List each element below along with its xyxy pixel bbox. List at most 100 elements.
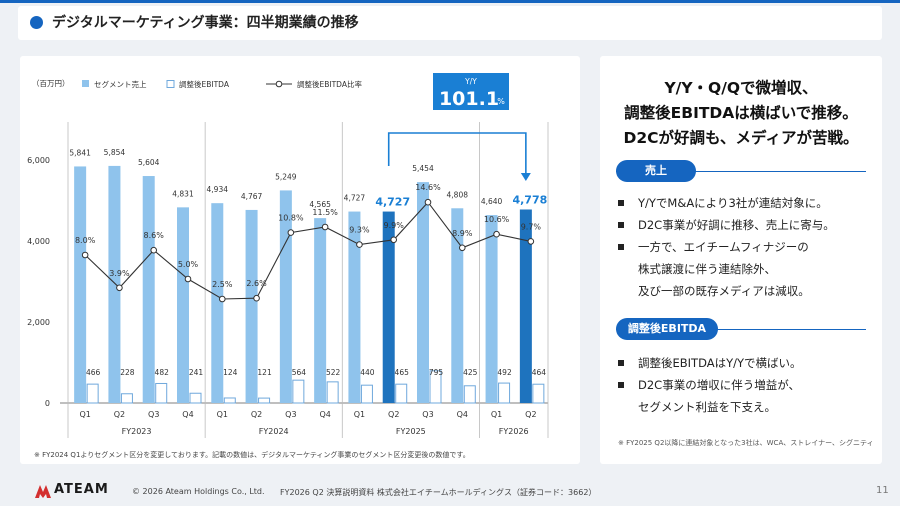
copyright: © 2026 Ateam Holdings Co., Ltd. xyxy=(132,487,265,496)
legend-swatch-sales xyxy=(82,80,89,87)
ratio-label: 8.0% xyxy=(75,236,96,245)
ebitda-bar xyxy=(258,397,271,404)
page-number: 11 xyxy=(876,485,889,496)
y-tick-label: 0 xyxy=(45,399,50,408)
ebitda-value-label: 464 xyxy=(532,368,547,377)
list-item: D2C事業の増収に伴う増益が、 xyxy=(616,374,802,396)
sales-bar xyxy=(348,211,361,403)
fy-label: FY2023 xyxy=(122,427,152,436)
quarter-label: Q4 xyxy=(457,410,468,419)
sales-bar xyxy=(417,182,429,403)
quarter-label: Q4 xyxy=(319,410,330,419)
ratio-point xyxy=(218,295,226,303)
ebitda-bar xyxy=(498,382,511,404)
list-item: D2C事業が好調に推移、売上に寄与。 xyxy=(616,214,835,236)
ebitda-value-label: 466 xyxy=(86,368,101,377)
legend-label-ratio: 調整後EBITDA比率 xyxy=(297,79,362,89)
ratio-point xyxy=(116,284,123,292)
ebitda-bar xyxy=(292,379,305,404)
ratio-point xyxy=(184,275,192,283)
quarter-label: Q3 xyxy=(148,410,159,419)
y-tick-label: 4,000 xyxy=(27,237,50,246)
ebitda-value-label: 465 xyxy=(395,368,410,377)
top-accent-bar xyxy=(0,0,900,3)
quarter-label: Q3 xyxy=(422,410,433,419)
quarter-label: Q2 xyxy=(525,410,536,419)
ebitda-bar xyxy=(223,397,236,404)
ebitda-bar xyxy=(395,383,408,404)
page-header: デジタルマーケティング事業：四半期業績の推移 xyxy=(18,6,882,40)
title-bullet-icon xyxy=(30,16,43,29)
ebitda-value-label: 482 xyxy=(155,368,170,377)
legend-marker-ratio xyxy=(275,80,283,88)
sales-value-label: 4,831 xyxy=(172,189,194,198)
quarter-label: Q3 xyxy=(285,410,296,419)
ebitda-bar xyxy=(120,393,133,404)
ratio-label: 5.0% xyxy=(178,260,199,269)
sales-value-label: 4,934 xyxy=(207,185,229,194)
sales-bar xyxy=(279,190,292,403)
yoy-callout-unit: % xyxy=(497,97,505,106)
sales-value-label: 4,565 xyxy=(309,200,331,209)
y-tick-label: 6,000 xyxy=(27,156,50,165)
list-item: Y/YでM&Aにより3社が連結対象に。 xyxy=(616,192,835,214)
ratio-point xyxy=(458,244,466,252)
summary-headline: Y/Y・Q/Qで微増収、 調整後EBITDAは横ばいで推移。 D2Cが好調も、メ… xyxy=(608,76,874,151)
ebitda-value-label: 440 xyxy=(360,368,375,377)
sales-tag: 売上 xyxy=(616,160,696,182)
sales-bar xyxy=(451,208,464,403)
sales-bullets: Y/YでM&Aにより3社が連結対象に。 D2C事業が好調に推移、売上に寄与。 一… xyxy=(616,192,835,302)
y-tick-label: 2,000 xyxy=(27,318,50,327)
sales-bar xyxy=(382,211,395,403)
list-item: 調整後EBITDAはY/Yで横ばい。 xyxy=(616,352,802,374)
ebitda-value-label: 121 xyxy=(257,368,272,377)
sales-value-label: 4,778 xyxy=(512,193,547,206)
ebitda-bar xyxy=(86,383,99,404)
ebitda-value-label: 228 xyxy=(120,368,135,377)
headline-line: 調整後EBITDAは横ばいで推移。 xyxy=(624,104,858,122)
ebitda-bar xyxy=(463,385,476,404)
quarter-label: Q2 xyxy=(251,410,262,419)
quarter-label: Q2 xyxy=(114,410,125,419)
legend-label-sales: セグメント売上 xyxy=(94,79,147,89)
headline-line: Y/Y・Q/Qで微増収、 xyxy=(664,79,818,97)
sales-value-label: 5,249 xyxy=(275,172,297,181)
sales-value-label: 5,604 xyxy=(138,158,160,167)
document-source: FY2026 Q2 決算説明資料 株式会社エイチームホールディングス（証券コード… xyxy=(280,488,597,497)
sales-bar xyxy=(519,209,532,403)
ratio-label: 14.6% xyxy=(415,183,441,192)
fy-label: FY2026 xyxy=(499,427,529,436)
ratio-series-line xyxy=(84,201,531,300)
quarter-label: Q1 xyxy=(79,410,90,419)
chart-panel: （百万円） セグメント売上 調整後EBITDA 調整後EBITDA比率 0 2,000 4,… xyxy=(20,56,580,464)
ebitda-value-label: 124 xyxy=(223,368,238,377)
ratio-label: 10.8% xyxy=(278,214,304,223)
ebitda-value-label: 241 xyxy=(189,368,204,377)
ratio-point xyxy=(321,223,329,231)
sales-bar xyxy=(108,165,121,403)
ratio-label: 11.5% xyxy=(312,208,338,217)
legend-label-ebitda: 調整後EBITDA xyxy=(179,79,230,89)
sales-bar xyxy=(142,176,155,403)
quarter-label: Q4 xyxy=(182,410,193,419)
quarter-label: Q2 xyxy=(388,410,399,419)
fy-label: FY2024 xyxy=(259,427,289,436)
yoy-callout-box xyxy=(433,73,509,110)
summary-panel: Y/Y・Q/Qで微増収、 調整後EBITDAは横ばいで推移。 D2Cが好調も、メ… xyxy=(600,56,882,464)
ateam-logo-icon xyxy=(35,485,51,498)
ratio-label: 8.6% xyxy=(144,231,165,240)
yoy-callout-value: 101.1 xyxy=(439,88,499,110)
ratio-label: 10.6% xyxy=(484,215,510,224)
sales-value-label: 4,767 xyxy=(241,192,263,201)
ebitda-bullets: 調整後EBITDAはY/Yで横ばい。 D2C事業の増収に伴う増益が、 セグメント… xyxy=(616,352,802,418)
chart-footnote: ※ FY2024 Q1よりセグメント区分を変更しております。記載の数値は、デジタ… xyxy=(34,450,470,459)
quarterly-performance-chart: （百万円） セグメント売上 調整後EBITDA 調整後EBITDA比率 0 2,000 4,… xyxy=(27,73,549,459)
ratio-point xyxy=(493,230,500,238)
ratio-point xyxy=(287,229,295,236)
unit-label: （百万円） xyxy=(32,79,70,88)
ebitda-bar xyxy=(429,370,442,404)
ebitda-bar xyxy=(326,381,339,404)
ratio-label: 9.3% xyxy=(349,226,370,235)
sales-value-label: 4,808 xyxy=(447,190,469,199)
ratio-label: 8.9% xyxy=(452,229,473,238)
